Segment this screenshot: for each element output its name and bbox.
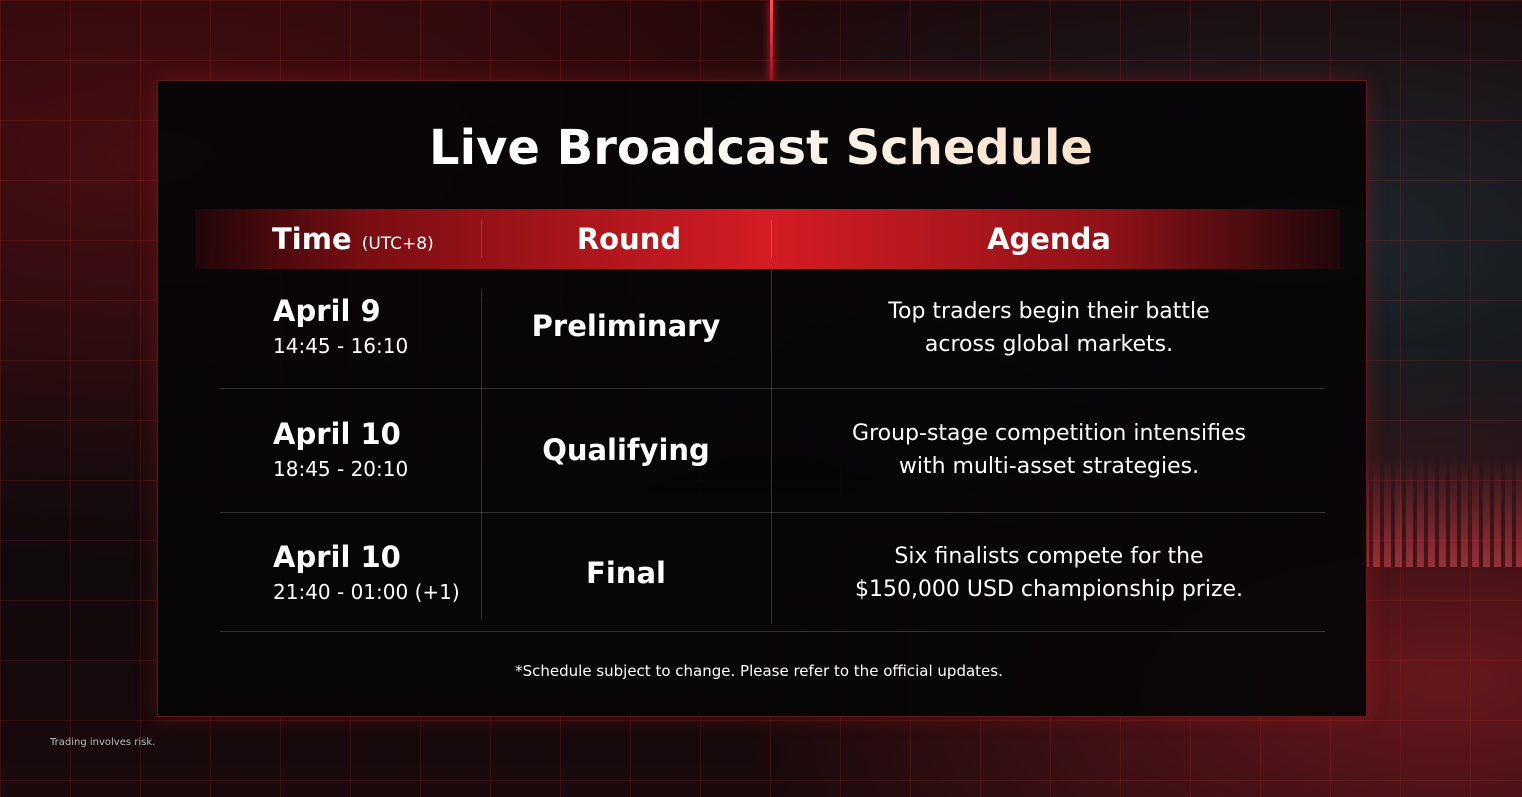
row-agenda: Six finalists compete for the $150,000 US… xyxy=(771,540,1327,606)
header-time-label: Time xyxy=(272,222,352,256)
row-time: 21:40 - 01:00 (+1) xyxy=(273,580,460,604)
row-round: Preliminary xyxy=(531,309,721,343)
schedule-panel xyxy=(157,80,1367,717)
row-time: 18:45 - 20:10 xyxy=(273,457,409,481)
row-round: Final xyxy=(586,556,666,590)
light-beam xyxy=(770,0,773,80)
agenda-line: across global markets. xyxy=(924,332,1174,357)
row-divider xyxy=(220,631,1325,632)
agenda-line: Group-stage competition intensifies xyxy=(852,421,1246,446)
header-round: Round xyxy=(576,222,682,256)
header-timezone: (UTC+8) xyxy=(361,234,434,254)
risk-disclaimer: Trading involves risk. xyxy=(50,737,156,748)
row-divider xyxy=(220,512,1325,513)
schedule-note: *Schedule subject to change. Please refe… xyxy=(515,662,1003,680)
row-date: April 10 xyxy=(273,417,401,451)
header-divider xyxy=(771,220,772,258)
row-round: Qualifying xyxy=(542,433,710,467)
row-time: 14:45 - 16:10 xyxy=(273,334,409,358)
column-divider xyxy=(481,290,482,620)
page-title: Live Broadcast Schedule xyxy=(0,120,1522,176)
row-divider xyxy=(220,388,1325,389)
agenda-line: with multi-asset strategies. xyxy=(898,454,1200,479)
row-agenda: Group-stage competition intensifies with … xyxy=(771,417,1327,483)
row-date: April 10 xyxy=(273,540,401,574)
header-divider xyxy=(481,220,482,258)
background-chart-bars xyxy=(1362,457,1522,567)
header-agenda: Agenda xyxy=(987,222,1111,256)
agenda-line: Top traders begin their battle xyxy=(888,299,1210,324)
row-date: April 9 xyxy=(273,294,381,328)
row-agenda: Top traders begin their battle across glo… xyxy=(771,295,1327,361)
agenda-line: Six finalists compete for the xyxy=(894,544,1204,569)
header-time: Time (UTC+8) xyxy=(272,222,434,256)
table-header-band xyxy=(195,209,1340,269)
agenda-line: $150,000 USD championship prize. xyxy=(854,577,1244,602)
column-divider xyxy=(771,269,772,624)
